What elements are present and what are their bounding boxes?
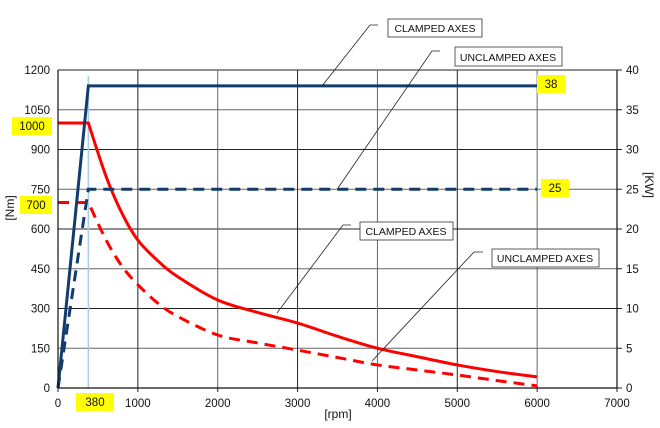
y-left-tick-label: 450 <box>31 264 50 276</box>
y-left-tick-label: 900 <box>31 145 50 157</box>
highlight-power-clamped: 38 <box>537 75 565 93</box>
svg-text:380: 380 <box>85 397 104 409</box>
svg-text:25: 25 <box>549 183 562 195</box>
series-power-clamped-axes <box>56 84 538 389</box>
highlight-base-speed: 380 <box>76 393 114 411</box>
x-tick-label: 5000 <box>444 398 470 410</box>
y-right-tick-label: 35 <box>626 105 639 117</box>
series-torque-unclamped-axes <box>58 201 538 388</box>
y-right-tick-label: 25 <box>626 184 639 196</box>
svg-text:1000: 1000 <box>19 121 45 133</box>
y-right-tick-label: 20 <box>626 224 639 236</box>
y-right-tick-label: 0 <box>626 383 632 395</box>
callout-power-unclamped: UNCLAMPED AXES <box>337 46 563 189</box>
grid <box>58 69 617 389</box>
svg-text:CLAMPED AXES: CLAMPED AXES <box>394 23 475 35</box>
x-axis-label: [rpm] <box>324 407 351 421</box>
x-tick-label: 3000 <box>285 398 311 410</box>
x-tick-label: 7000 <box>604 398 630 410</box>
highlight-power-unclamped: 25 <box>541 179 569 197</box>
series-group <box>56 84 538 389</box>
highlight-torque-clamped: 1000 <box>12 117 52 135</box>
y-left-tick-label: 750 <box>31 184 50 196</box>
y-left-tick-label: 0 <box>44 383 50 395</box>
x-tick-label: 0 <box>55 398 61 410</box>
x-tick-label: 2000 <box>205 398 231 410</box>
callout-power-clamped: CLAMPED AXES <box>321 18 483 87</box>
y-right-axis-label: [KW] <box>642 172 656 198</box>
svg-text:UNCLAMPED AXES: UNCLAMPED AXES <box>497 253 593 265</box>
svg-text:CLAMPED AXES: CLAMPED AXES <box>365 226 446 238</box>
x-tick-label: 1000 <box>125 398 151 410</box>
y-left-axis-label: [Nm] <box>3 195 17 220</box>
y-right-tick-label: 40 <box>626 65 639 77</box>
svg-text:38: 38 <box>545 79 558 91</box>
y-left-tick-label: 300 <box>31 304 50 316</box>
y-left-tick-label: 600 <box>31 224 50 236</box>
y-right-tick-label: 15 <box>626 264 639 276</box>
axes <box>57 69 622 392</box>
callout-torque-unclamped: UNCLAMPED AXES <box>371 248 600 362</box>
y-left-tick-label: 150 <box>31 343 50 355</box>
svg-text:700: 700 <box>26 200 45 212</box>
highlight-torque-unclamped: 700 <box>20 196 52 214</box>
y-left-tick-label: 1050 <box>24 105 50 117</box>
series-torque-clamped-axes <box>58 121 538 379</box>
y-left-tick-label: 1200 <box>24 65 50 77</box>
y-right-tick-label: 10 <box>626 304 639 316</box>
series-power-unclamped-axes <box>56 187 538 389</box>
callout-torque-clamped: CLAMPED AXES <box>276 221 454 314</box>
x-tick-label: 6000 <box>524 398 550 410</box>
svg-text:UNCLAMPED AXES: UNCLAMPED AXES <box>460 52 556 64</box>
y-right-tick-label: 5 <box>626 343 632 355</box>
x-tick-label: 4000 <box>365 398 391 410</box>
y-right-tick-label: 30 <box>626 145 639 157</box>
